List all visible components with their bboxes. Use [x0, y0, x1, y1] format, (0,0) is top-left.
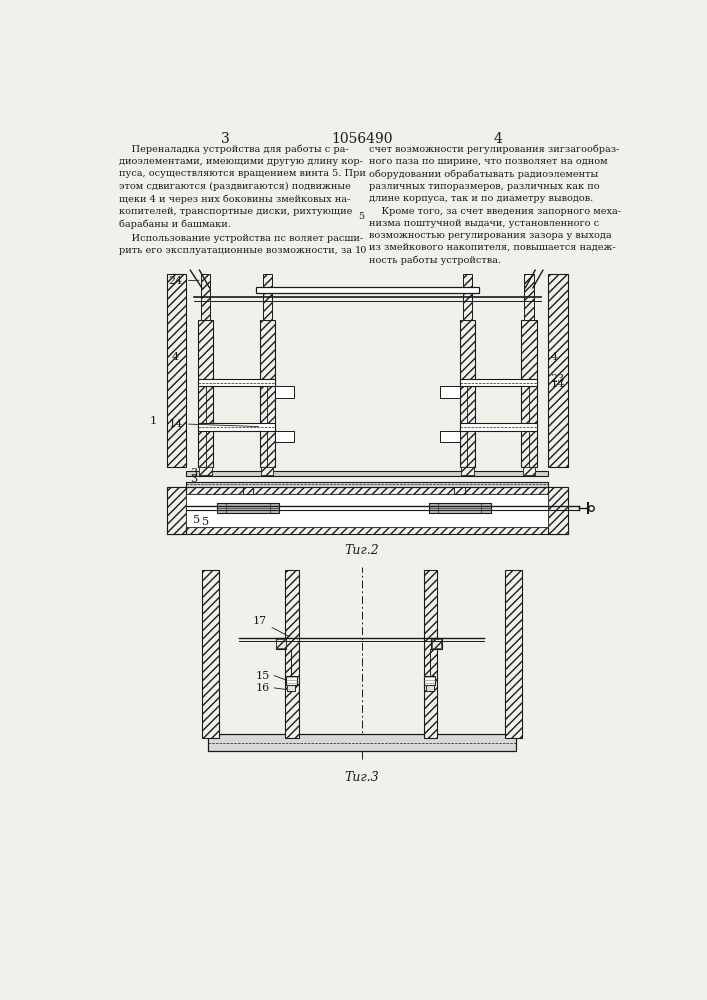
- Text: 17: 17: [252, 616, 289, 637]
- Text: 10: 10: [355, 246, 368, 255]
- Text: 3: 3: [190, 468, 197, 478]
- Bar: [432, 639, 441, 648]
- Text: 14: 14: [169, 419, 258, 429]
- Bar: [201, 570, 218, 738]
- Bar: [276, 639, 286, 648]
- Text: 1056490: 1056490: [331, 132, 392, 146]
- Bar: [440, 386, 460, 398]
- Bar: [521, 320, 537, 467]
- Bar: [424, 676, 435, 685]
- Text: 5: 5: [192, 515, 199, 525]
- Bar: [198, 423, 275, 431]
- Bar: [460, 379, 537, 386]
- Text: 16: 16: [256, 683, 270, 693]
- Bar: [261, 467, 274, 475]
- Text: 24: 24: [169, 276, 199, 286]
- Text: 3: 3: [190, 474, 197, 484]
- Bar: [285, 570, 299, 738]
- Bar: [523, 467, 535, 475]
- Bar: [199, 467, 212, 475]
- Text: Τиг.3: Τиг.3: [344, 771, 380, 784]
- Text: 4: 4: [551, 352, 558, 362]
- Bar: [455, 485, 465, 494]
- Bar: [261, 467, 274, 475]
- Bar: [275, 386, 294, 398]
- Bar: [460, 423, 537, 431]
- Bar: [259, 320, 275, 467]
- Bar: [455, 485, 465, 494]
- Bar: [549, 274, 568, 467]
- Text: 14: 14: [551, 379, 565, 389]
- Bar: [286, 676, 296, 685]
- Bar: [460, 320, 475, 467]
- Text: 1: 1: [150, 416, 157, 426]
- Bar: [506, 570, 522, 738]
- Bar: [187, 471, 549, 476]
- Bar: [243, 485, 253, 494]
- Bar: [187, 494, 549, 527]
- Bar: [198, 379, 275, 386]
- Bar: [201, 274, 210, 320]
- Text: 5: 5: [201, 517, 209, 527]
- Text: 4: 4: [493, 132, 503, 146]
- Bar: [440, 431, 460, 442]
- Bar: [208, 734, 516, 751]
- Bar: [217, 503, 279, 513]
- Bar: [461, 467, 474, 475]
- Bar: [461, 467, 474, 475]
- Text: 15: 15: [256, 671, 270, 681]
- Bar: [199, 467, 212, 475]
- Bar: [525, 274, 534, 320]
- Bar: [275, 431, 294, 442]
- Bar: [426, 685, 433, 691]
- Text: Τиг.2: Τиг.2: [344, 544, 380, 556]
- Bar: [463, 274, 472, 320]
- Bar: [549, 487, 568, 534]
- Text: Переналадка устройства для работы с ра-
диоэлементами, имеющими другую длину кор: Переналадка устройства для работы с ра- …: [119, 145, 366, 229]
- Bar: [429, 503, 491, 513]
- Bar: [423, 570, 438, 738]
- Text: 3: 3: [221, 132, 230, 146]
- Bar: [287, 685, 295, 691]
- Bar: [243, 485, 253, 494]
- Bar: [276, 638, 286, 649]
- Bar: [262, 274, 272, 320]
- Bar: [167, 527, 568, 534]
- Bar: [167, 487, 568, 494]
- Text: 5: 5: [358, 212, 364, 221]
- Text: 23: 23: [551, 374, 565, 384]
- Bar: [167, 487, 187, 534]
- Bar: [167, 274, 187, 467]
- Text: Использование устройства пс воляет расши-
рить его эксплуатационные возможности,: Использование устройства пс воляет расши…: [119, 234, 363, 255]
- Bar: [187, 482, 549, 487]
- Bar: [523, 467, 535, 475]
- Bar: [256, 287, 479, 293]
- Text: счет возможности регулирования зигзагообраз-
ного паза по ширине, что позволяет : счет возможности регулирования зигзагооб…: [369, 145, 621, 265]
- Bar: [198, 320, 214, 467]
- Text: 4: 4: [171, 352, 178, 362]
- Bar: [431, 638, 442, 649]
